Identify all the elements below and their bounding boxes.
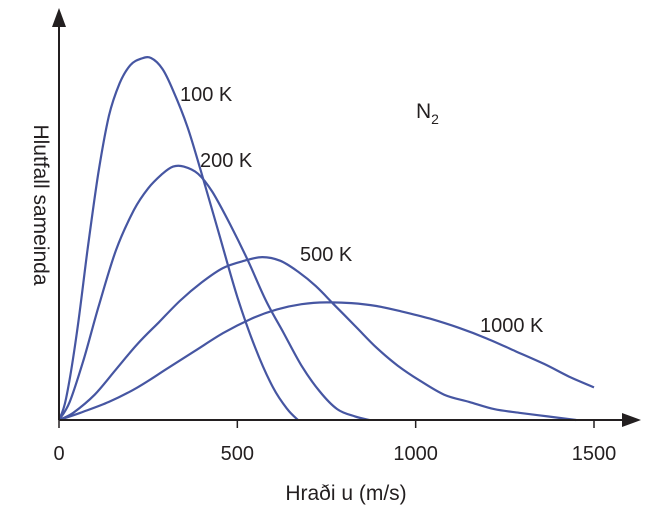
x-tick-label-1500: 1500 <box>572 443 617 465</box>
series-labels: 100 K 200 K 500 K 1000 K <box>180 84 544 337</box>
y-axis-label: Hlutfall sameinda <box>29 124 52 285</box>
gas-annotation: N2 <box>416 100 439 127</box>
series-label-1000k: 1000 K <box>480 315 544 337</box>
gas-annotation-subscript: 2 <box>431 111 439 127</box>
y-axis-arrowhead <box>52 8 66 27</box>
curves <box>57 56 595 422</box>
x-ticks: 0 500 1000 1500 <box>53 420 616 465</box>
series-label-100k: 100 K <box>180 84 233 106</box>
x-axis-arrowhead <box>622 413 641 427</box>
gas-annotation-base: N <box>416 100 431 123</box>
series-line-500k <box>58 255 577 422</box>
x-tick-label-500: 500 <box>221 443 254 465</box>
x-axis-label: Hraði u (m/s) <box>285 482 406 505</box>
series-line-1000k <box>58 301 595 422</box>
axes <box>52 8 641 427</box>
x-tick-label-0: 0 <box>53 443 64 465</box>
x-tick-label-1000: 1000 <box>393 443 438 465</box>
series-line-200k <box>58 164 370 422</box>
series-label-500k: 500 K <box>300 244 353 266</box>
series-label-200k: 200 K <box>200 150 253 172</box>
series-line-100k <box>57 56 299 421</box>
